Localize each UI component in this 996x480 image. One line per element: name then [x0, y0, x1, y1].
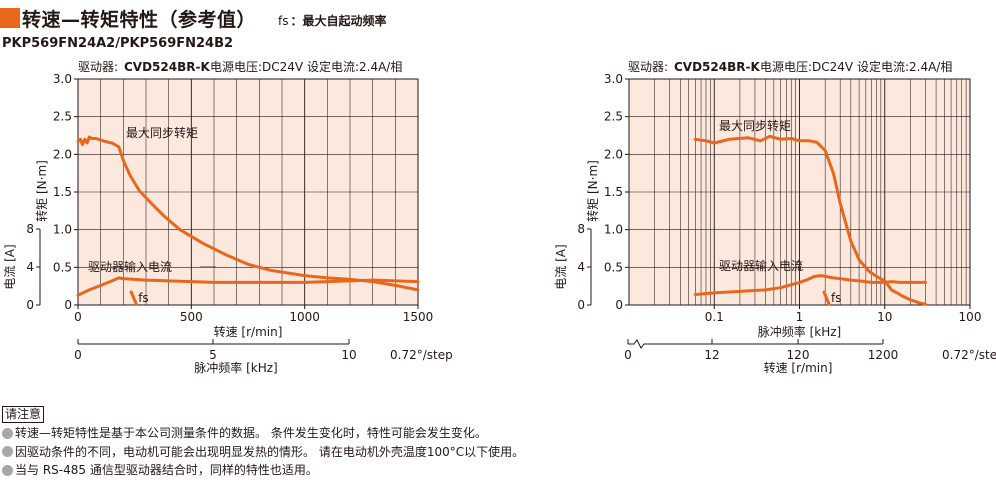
driver-label: 驱动器:: [78, 60, 118, 74]
y-tick-label: 2.0: [604, 147, 623, 161]
y-tick-label: 1.5: [604, 185, 623, 199]
bullet-icon: [2, 446, 13, 458]
x2-tick-label: 12: [704, 348, 719, 362]
y2-axis-label: 电流 [A]: [3, 244, 17, 289]
driver-condition: 电源电压:DC24V 设定电流:2.4A/相: [760, 59, 952, 74]
fs-marker: [129, 290, 138, 306]
note-item: 转速—转矩特性是基于本公司测量条件的数据。 条件发生变化时，特性可能会发生变化。: [2, 424, 524, 443]
y-tick-label: 3.0: [53, 72, 72, 86]
driver-model: CVD524BR-K: [674, 60, 760, 74]
x2-axis-label: 脉冲频率 [kHz]: [194, 360, 277, 375]
series-label-current: 驱动器输入电流: [719, 258, 803, 273]
x-tick-label: 10: [877, 310, 892, 324]
y2-tick-label: 8: [26, 222, 34, 236]
series-label-torque: 最大同步转矩: [719, 118, 791, 133]
fs-meaning: ：最大自起动频率: [290, 13, 387, 28]
x-tick-label: 100: [959, 310, 982, 324]
y-tick-label: 1.0: [53, 223, 72, 237]
x2-axis-label: 转速 [r/min]: [764, 360, 833, 375]
y-tick-label: 3.0: [604, 72, 623, 86]
notes-header: 请注意: [2, 406, 45, 423]
x2-tick-label: 5: [209, 348, 217, 362]
y-tick-label: 0.5: [53, 260, 72, 274]
y-tick-label: 1.0: [604, 223, 623, 237]
series-line-torque: [76, 135, 420, 292]
x-axis-label: 转速 [r/min]: [214, 324, 283, 339]
series-line-current: [693, 274, 927, 296]
fs-symbol: fs: [278, 13, 289, 28]
fs-marker: [822, 290, 831, 306]
series-line-torque: [693, 134, 927, 306]
x2-tick-label: 10: [341, 348, 356, 362]
x2-tick-label: 1200: [868, 348, 899, 362]
y-tick-label: 0: [64, 298, 72, 312]
model-name: PKP569FN24A2/PKP569FN24B2: [2, 36, 234, 51]
note-item: 因驱动条件的不同，电动机可能会出现明显发热的情形。 请在电动机外壳温度100°C…: [2, 443, 524, 462]
y-axis-label: 转矩 [N·m]: [34, 160, 49, 222]
x-tick-label: 0: [74, 310, 82, 324]
y2-axis-label: 电流 [A]: [554, 244, 568, 289]
driver-condition: 电源电压:DC24V 设定电流:2.4A/相: [210, 59, 402, 74]
y2-tick-label: 0: [577, 298, 585, 312]
series-label-current: 驱动器输入电流: [88, 259, 172, 274]
x-tick-label: 1: [796, 310, 804, 324]
x-axis-label: 脉冲频率 [kHz]: [758, 324, 841, 339]
y-tick-label: 2.0: [53, 147, 72, 161]
x2-tick-label: 0: [74, 348, 82, 362]
note-text: 因驱动条件的不同，电动机可能会出现明显发热的情形。 请在电动机外壳温度100°C…: [15, 444, 525, 459]
note-text: 转速—转矩特性是基于本公司测量条件的数据。 条件发生变化时，特性可能会发生变化。: [15, 426, 487, 440]
y-tick-label: 0: [615, 298, 623, 312]
y-tick-label: 0.5: [604, 260, 623, 274]
title-bar: 转速—转矩特性（参考值） fs ：最大自起动频率: [0, 4, 387, 32]
x-tick-label: 1000: [289, 310, 320, 324]
fs-marker-label: fs: [831, 291, 841, 305]
bullet-icon: [2, 464, 13, 476]
x-tick-label: 1500: [403, 310, 434, 324]
x2-tick-label: 120: [787, 348, 810, 362]
x2-tick-label: 0: [624, 348, 632, 362]
driver-model: CVD524BR-K: [124, 60, 210, 74]
x2-tick-label: 0.72°/step: [942, 348, 996, 362]
page-title: 转速—转矩特性（参考值）: [22, 8, 257, 31]
driver-label: 驱动器:: [628, 60, 668, 74]
notes-section: 请注意 转速—转矩特性是基于本公司测量条件的数据。 条件发生变化时，特性可能会发…: [2, 405, 524, 480]
y2-tick-label: 4: [26, 260, 34, 274]
y2-tick-label: 0: [26, 298, 34, 312]
title-square-icon: [0, 8, 20, 28]
y-tick-label: 1.5: [53, 185, 72, 199]
y2-tick-label: 8: [577, 222, 585, 236]
y2-tick-label: 4: [577, 260, 585, 274]
bullet-icon: [2, 427, 13, 439]
fs-marker-label: fs: [138, 291, 148, 305]
note-item: 当与 RS-485 通信型驱动器结合时，同样的特性也适用。: [2, 461, 524, 480]
x-tick-label: 500: [180, 310, 203, 324]
series-label-torque: 最大同步转矩: [126, 125, 198, 140]
series-line-current: [76, 276, 420, 297]
y-tick-label: 2.5: [604, 110, 623, 124]
x2-tick-label: 0.72°/step: [390, 348, 453, 362]
x-tick-label: 0.1: [705, 310, 724, 324]
fs-legend: fs ：最大自起动频率: [278, 12, 387, 29]
x2-axis-line: [628, 339, 883, 349]
y-tick-label: 2.5: [53, 110, 72, 124]
note-text: 当与 RS-485 通信型驱动器结合时，同样的特性也适用。: [15, 463, 318, 477]
y-axis-label: 转矩 [N·m]: [585, 160, 600, 222]
